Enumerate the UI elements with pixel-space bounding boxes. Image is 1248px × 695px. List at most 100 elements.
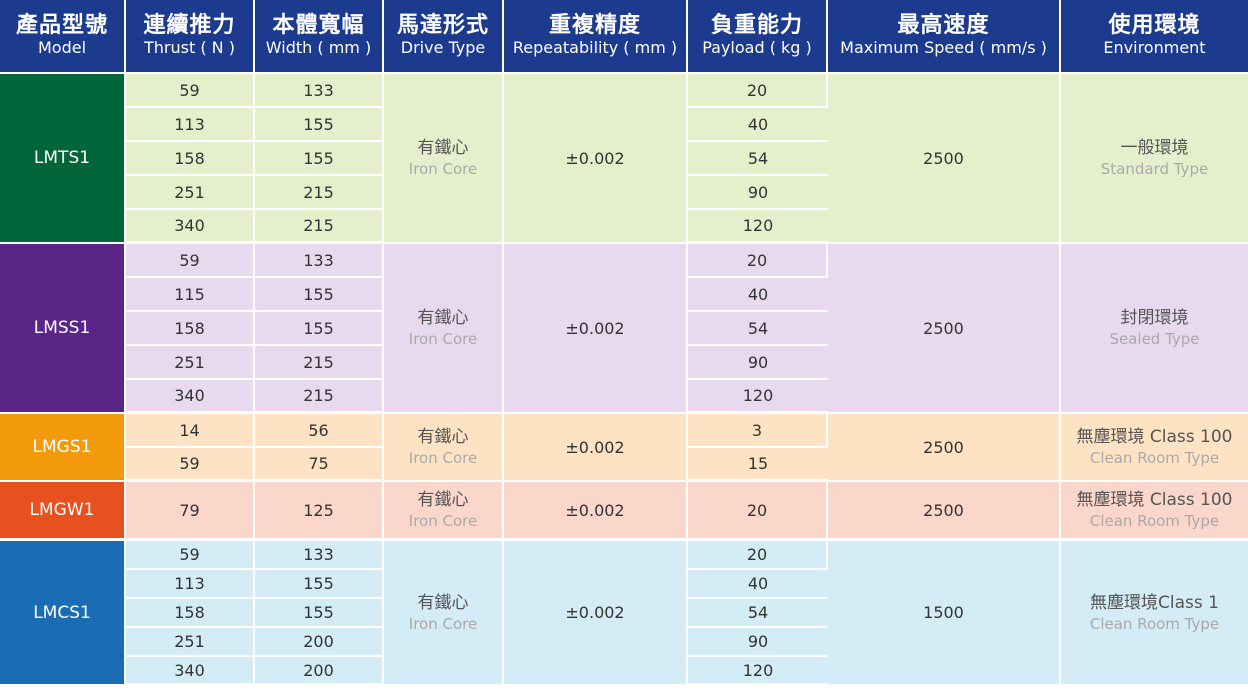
width-value: 133 bbox=[303, 80, 334, 100]
table-row: 158 155 54 bbox=[0, 142, 1248, 176]
thrust-cell: 59 bbox=[126, 74, 255, 108]
model-name: LMCS1 bbox=[33, 602, 91, 623]
width-value: 75 bbox=[308, 454, 329, 473]
model-cell: LMCS1 bbox=[0, 541, 126, 686]
repeatability-cell: ±0.002 bbox=[504, 414, 688, 482]
column-header-title-en: Maximum Speed ( mm/s ) bbox=[840, 38, 1047, 57]
width-cell: 155 bbox=[255, 108, 384, 142]
repeatability-cell: ±0.002 bbox=[504, 74, 688, 244]
max-speed-value: 2500 bbox=[923, 148, 964, 168]
table-row: LMTS1 59 133 有鐵心 Iron Core ±0.002 20 2500 一般環境 St… bbox=[0, 74, 1248, 244]
drive-type-zh: 有鐵心 bbox=[417, 138, 469, 158]
repeatability-value: ±0.002 bbox=[565, 500, 625, 520]
max-speed-cell: 2500 bbox=[828, 74, 1061, 244]
width-value: 200 bbox=[303, 632, 334, 651]
payload-value: 20 bbox=[746, 545, 768, 564]
column-header-thrust: 連續推力 Thrust ( N ) bbox=[126, 0, 255, 74]
table-row: 251 200 90 bbox=[0, 628, 1248, 657]
payload-cell: 90 bbox=[688, 628, 828, 657]
thrust-value: 59 bbox=[179, 80, 200, 100]
thrust-cell: 113 bbox=[126, 108, 255, 142]
width-cell: 215 bbox=[255, 210, 384, 244]
table-row: LMCS1 59 133 有鐵心 Iron Core ±0.002 20 1500 無塵環境Cl… bbox=[0, 541, 1248, 686]
environment-zh: 無塵環境 Class 100 bbox=[1076, 427, 1233, 447]
drive-type-zh: 有鐵心 bbox=[417, 592, 469, 613]
environment-cell: 一般環境 Standard Type bbox=[1061, 74, 1248, 244]
width-value: 215 bbox=[303, 216, 334, 235]
payload-value: 54 bbox=[747, 318, 769, 338]
thrust-value: 158 bbox=[174, 318, 205, 338]
column-header-title-zh: 重複精度 bbox=[548, 13, 641, 38]
table-row: 158 155 54 bbox=[0, 599, 1248, 628]
column-header-model: 產品型號 Model bbox=[0, 0, 126, 74]
column-header-title-en: Repeatability ( mm ) bbox=[512, 38, 678, 57]
payload-cell: 40 bbox=[688, 278, 828, 312]
payload-value: 120 bbox=[742, 216, 774, 235]
environment-en: Sealed Type bbox=[1109, 330, 1200, 348]
thrust-cell: 158 bbox=[126, 599, 255, 628]
payload-cell: 120 bbox=[688, 210, 828, 244]
column-header-repeatability: 重複精度 Repeatability ( mm ) bbox=[504, 0, 688, 74]
payload-value: 90 bbox=[747, 632, 769, 651]
width-value: 215 bbox=[303, 182, 334, 202]
column-header-title-en: Width ( mm ) bbox=[265, 38, 372, 57]
model-cell: LMGW1 bbox=[0, 482, 126, 541]
table-header: 產品型號 Model 連續推力 Thrust ( N ) 本體寬幅 Width ( mm … bbox=[0, 0, 1248, 74]
thrust-value: 340 bbox=[174, 660, 205, 680]
max-speed-cell: 2500 bbox=[828, 414, 1061, 482]
column-header-title-en: Drive Type bbox=[400, 38, 486, 57]
width-value: 155 bbox=[303, 148, 334, 168]
thrust-cell: 115 bbox=[126, 278, 255, 312]
thrust-value: 251 bbox=[174, 632, 205, 651]
repeatability-value: ±0.002 bbox=[565, 603, 625, 622]
width-cell: 155 bbox=[255, 599, 384, 628]
payload-value: 40 bbox=[747, 284, 769, 304]
thrust-cell: 340 bbox=[126, 210, 255, 244]
payload-value: 54 bbox=[747, 603, 769, 622]
width-cell: 215 bbox=[255, 346, 384, 380]
width-value: 155 bbox=[303, 574, 334, 593]
thrust-value: 158 bbox=[174, 148, 205, 168]
thrust-value: 14 bbox=[179, 420, 200, 440]
payload-cell: 40 bbox=[688, 570, 828, 599]
width-cell: 155 bbox=[255, 278, 384, 312]
width-cell: 155 bbox=[255, 570, 384, 599]
thrust-value: 251 bbox=[174, 352, 205, 372]
table-row: 251 215 90 bbox=[0, 346, 1248, 380]
model-name: LMGW1 bbox=[29, 500, 95, 520]
environment-cell: 無塵環境Class 1 Clean Room Type bbox=[1061, 541, 1248, 686]
payload-cell: 15 bbox=[688, 448, 828, 482]
width-value: 155 bbox=[303, 114, 334, 134]
drive-type-zh: 有鐵心 bbox=[417, 427, 469, 447]
thrust-cell: 251 bbox=[126, 176, 255, 210]
width-value: 215 bbox=[303, 352, 334, 372]
table-row: 113 155 40 bbox=[0, 570, 1248, 599]
repeatability-value: ±0.002 bbox=[565, 318, 625, 338]
table-row: 115 155 40 bbox=[0, 278, 1248, 312]
thrust-value: 79 bbox=[179, 500, 200, 520]
column-header-title-zh: 連續推力 bbox=[143, 13, 236, 38]
width-cell: 200 bbox=[255, 657, 384, 686]
payload-value: 90 bbox=[747, 182, 769, 202]
payload-value: 20 bbox=[746, 500, 768, 520]
width-value: 56 bbox=[308, 420, 329, 440]
thrust-value: 340 bbox=[174, 386, 205, 405]
drive-type-zh: 有鐵心 bbox=[417, 308, 469, 328]
payload-cell: 3 bbox=[688, 414, 828, 448]
max-speed-value: 2500 bbox=[923, 500, 964, 520]
width-cell: 56 bbox=[255, 414, 384, 448]
payload-value: 20 bbox=[746, 80, 768, 100]
repeatability-value: ±0.002 bbox=[565, 437, 625, 457]
column-header-title-zh: 負重能力 bbox=[710, 13, 803, 38]
table-row: 340 215 120 bbox=[0, 210, 1248, 244]
column-header-title-zh: 馬達形式 bbox=[396, 13, 489, 38]
environment-en: Standard Type bbox=[1100, 160, 1209, 178]
payload-cell: 20 bbox=[688, 74, 828, 108]
payload-value: 40 bbox=[747, 574, 769, 593]
drive-type-en: Iron Core bbox=[408, 614, 478, 633]
thrust-cell: 340 bbox=[126, 657, 255, 686]
width-cell: 125 bbox=[255, 482, 384, 541]
thrust-cell: 340 bbox=[126, 380, 255, 414]
thrust-value: 59 bbox=[179, 454, 200, 473]
